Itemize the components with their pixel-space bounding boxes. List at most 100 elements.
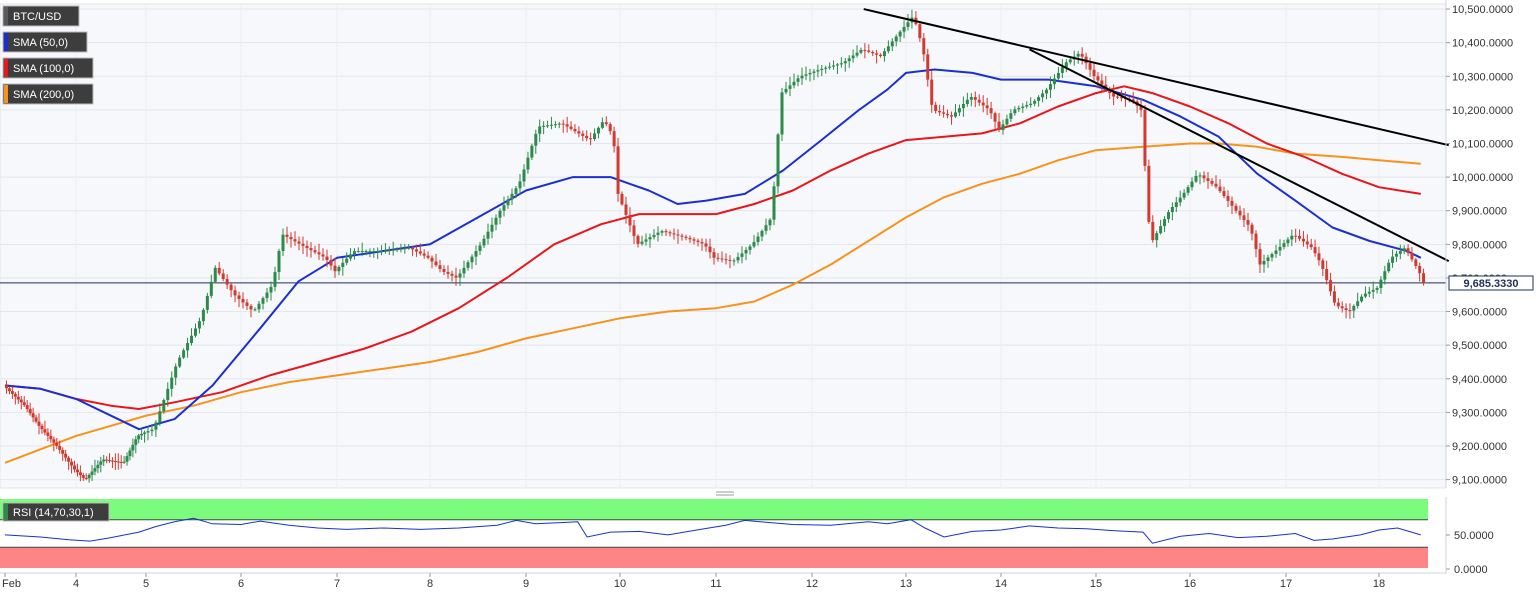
candle-down [696, 240, 700, 243]
candle-down [454, 275, 458, 278]
x-tick-label: 13 [900, 578, 912, 590]
candle-up [1282, 243, 1286, 247]
candle-down [561, 123, 565, 125]
candle-up [383, 250, 387, 252]
candle-down [724, 259, 728, 261]
candle-down [1139, 105, 1143, 110]
candle-down [422, 253, 426, 256]
candle-down [333, 265, 337, 272]
candle-down [918, 24, 922, 39]
candle-down [34, 417, 38, 422]
candle-down [31, 413, 35, 418]
x-tick-label: 6 [238, 578, 244, 590]
candle-up [855, 52, 859, 56]
candle-down [1206, 178, 1210, 182]
x-tick-label: 12 [806, 578, 818, 590]
candle-down [1305, 241, 1309, 245]
x-axis: Feb 4 5 6 7 8 9 10 11 12 13 14 15 16 17 18 [0, 572, 1446, 590]
candle-up [557, 123, 561, 125]
candle-down [28, 409, 32, 414]
x-tick-label: 15 [1090, 578, 1102, 590]
candle-down [75, 469, 79, 473]
candle-down [305, 245, 309, 249]
candle-up [953, 112, 957, 117]
candle-down [1230, 200, 1234, 206]
candle-up [360, 251, 364, 253]
candle-up [820, 68, 824, 71]
candle-down [1418, 265, 1422, 274]
candle-down [78, 472, 82, 476]
candle-down [997, 121, 1001, 131]
candle-up [186, 343, 190, 351]
candle-down [684, 236, 688, 238]
legend: BTC/USD SMA (50,0) SMA (100,0) SMA (200,0) [2, 5, 94, 105]
candle-down [43, 429, 47, 433]
candle-down [672, 233, 676, 235]
candle-up [158, 411, 162, 423]
legend-swatch [4, 59, 8, 77]
y-tick-label: 10,300.0000 [1452, 71, 1513, 83]
candle-down [573, 128, 577, 132]
candle-up [961, 103, 965, 109]
candle-up [1163, 219, 1167, 227]
candle-down [950, 115, 954, 117]
candle-down [1104, 84, 1108, 89]
candle-down [692, 239, 696, 241]
candle-up [399, 248, 403, 250]
candle-down [438, 265, 442, 269]
legend-item [2, 31, 88, 53]
candle-up [506, 199, 510, 206]
candle-down [926, 54, 930, 80]
sma-50-line [4, 68, 1422, 431]
legend-label: BTC/USD [13, 11, 61, 23]
candle-down [37, 421, 41, 426]
candle-up [1375, 288, 1379, 290]
candle-down [313, 250, 317, 253]
candle-down [411, 247, 415, 250]
candle-down [977, 99, 981, 103]
pane-divider-handle[interactable] [716, 491, 734, 496]
candle-up [498, 210, 502, 218]
candle-up [178, 357, 182, 367]
candle-up [514, 188, 518, 194]
candle-up [125, 456, 129, 462]
candle-up [839, 63, 843, 65]
candle-up [816, 70, 820, 72]
candle-down [1344, 308, 1348, 311]
candle-up [644, 239, 648, 242]
candle-up [800, 75, 804, 79]
candle-down [1294, 235, 1298, 237]
candle-up [87, 474, 91, 479]
candle-up [1045, 89, 1049, 94]
candle-down [636, 235, 640, 244]
candle-down [309, 248, 313, 251]
y-tick-label: 9,100.0000 [1452, 475, 1507, 487]
candle-down [1301, 238, 1305, 242]
rsi-legend-box [2, 502, 110, 522]
candle-down [442, 268, 446, 272]
rsi-legend-label: RSI (14,70,30,1) [13, 507, 94, 519]
candle-up [122, 461, 126, 463]
candle-down [1116, 96, 1120, 98]
candle-up [1037, 97, 1041, 101]
candle-down [110, 460, 114, 462]
candle-up [660, 231, 664, 233]
candle-down [704, 243, 708, 247]
candle-up [549, 124, 553, 126]
candle-up [356, 251, 360, 253]
candle-up [600, 122, 604, 128]
candle-down [608, 124, 612, 132]
candle-up [906, 22, 910, 27]
candle-up [1274, 250, 1278, 254]
candle-down [930, 79, 934, 105]
candle-down [676, 234, 680, 236]
candle-down [119, 461, 123, 463]
candle-up [502, 205, 506, 211]
candle-up [752, 242, 756, 247]
candle-up [96, 464, 100, 469]
candles [4, 9, 1426, 483]
candle-down [4, 385, 8, 389]
candle-up [1387, 262, 1391, 272]
candle-down [720, 258, 724, 260]
candle-up [756, 236, 760, 243]
